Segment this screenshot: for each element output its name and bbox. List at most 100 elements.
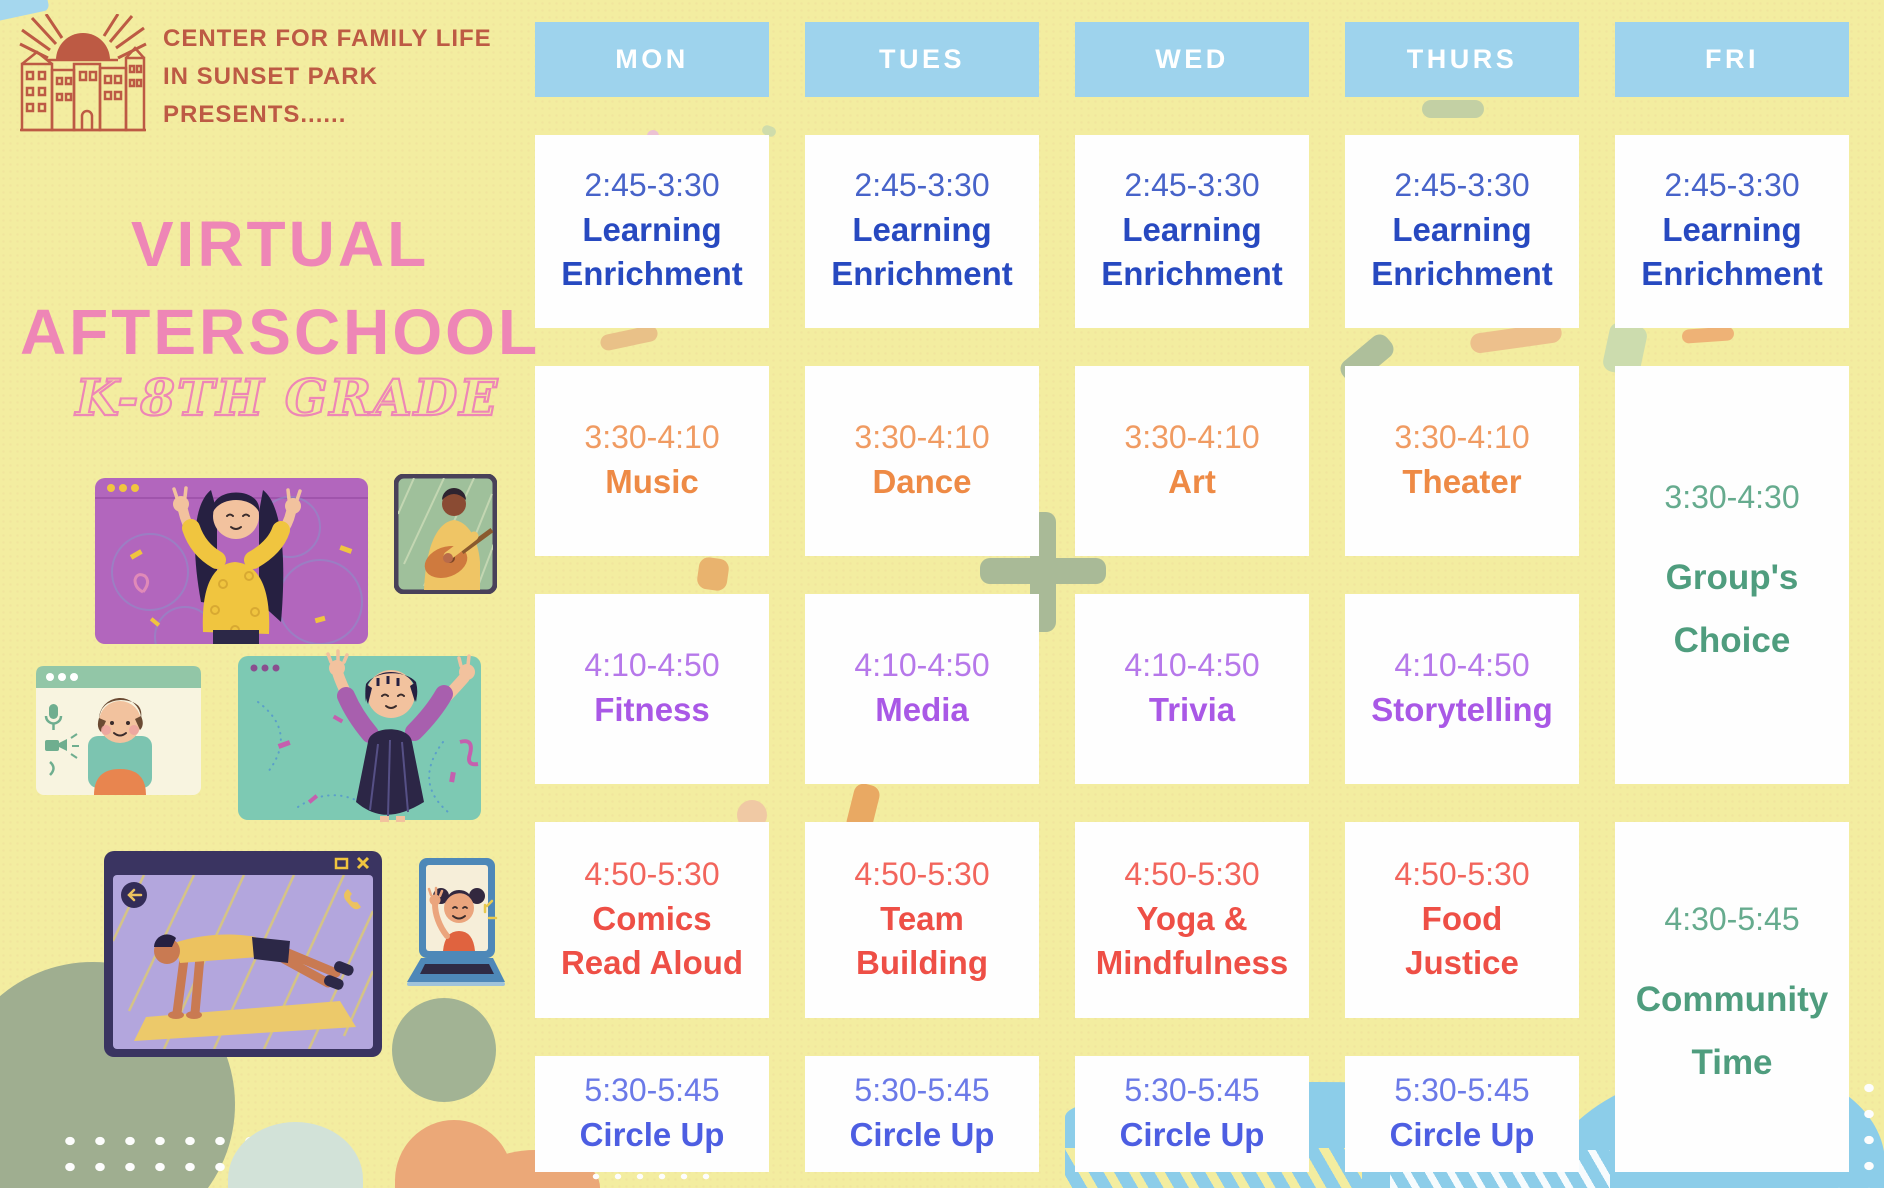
slot-time: 3:30-4:10 bbox=[1124, 418, 1260, 455]
slot-time: 3:30-4:10 bbox=[1394, 418, 1530, 455]
slot-time: 5:30-5:45 bbox=[584, 1071, 720, 1108]
slot-activity: Circle Up bbox=[1119, 1115, 1265, 1153]
confetti-shape bbox=[1422, 100, 1484, 118]
schedule-cell-thurs-storytelling: 4:10-4:50 Storytelling bbox=[1345, 594, 1579, 784]
schedule-cell-mon-fitness: 4:10-4:50 Fitness bbox=[535, 594, 769, 784]
sun-icon bbox=[56, 33, 110, 60]
slot-activity: Dance bbox=[872, 462, 972, 500]
confetti-shape bbox=[980, 558, 1106, 584]
slot-time: 3:30-4:30 bbox=[1664, 478, 1800, 515]
slot-activity: Music bbox=[605, 462, 699, 500]
schedule-cell-wed-circle-up: 5:30-5:45 Circle Up bbox=[1075, 1056, 1309, 1172]
slot-time: 2:45-3:30 bbox=[584, 167, 720, 204]
slot-activity: Group's Choice bbox=[1665, 557, 1799, 660]
mint-blob bbox=[228, 1122, 363, 1188]
slot-time: 4:10-4:50 bbox=[584, 646, 720, 683]
camera-icon bbox=[45, 733, 79, 759]
slot-activity: Theater bbox=[1402, 462, 1522, 500]
schedule-cell-thurs-circle-up: 5:30-5:45 Circle Up bbox=[1345, 1056, 1579, 1172]
slot-time: 2:45-3:30 bbox=[854, 167, 990, 204]
slot-time: 4:50-5:30 bbox=[1394, 855, 1530, 892]
schedule-cell-thurs-theater: 3:30-4:10 Theater bbox=[1345, 366, 1579, 556]
slot-time: 3:30-4:10 bbox=[854, 418, 990, 455]
day-header-tues: TUES bbox=[805, 22, 1039, 97]
slot-activity: Learning Enrichment bbox=[1371, 211, 1553, 292]
schedule-cell-fri-groups-choice: 3:30-4:30 Group's Choice bbox=[1615, 366, 1849, 784]
slot-activity: Storytelling bbox=[1371, 690, 1553, 728]
slot-time: 5:30-5:45 bbox=[1124, 1071, 1260, 1108]
slot-activity: Learning Enrichment bbox=[831, 211, 1013, 292]
sage-circle-small bbox=[392, 998, 496, 1102]
slot-activity: Learning Enrichment bbox=[561, 211, 743, 292]
waving-girl-laptop bbox=[407, 858, 505, 986]
young-boy-video-window bbox=[36, 666, 201, 795]
schedule-cell-tues-circle-up: 5:30-5:45 Circle Up bbox=[805, 1056, 1039, 1172]
slot-time: 4:30-5:45 bbox=[1664, 900, 1800, 937]
presenter-text: CENTER FOR FAMILY LIFE IN SUNSET PARK PR… bbox=[163, 20, 523, 134]
slot-activity: Circle Up bbox=[849, 1115, 995, 1153]
schedule-cell-mon-music: 3:30-4:10 Music bbox=[535, 366, 769, 556]
close-icon bbox=[356, 856, 370, 870]
buildings-icon bbox=[20, 46, 146, 132]
slot-time: 5:30-5:45 bbox=[1394, 1071, 1530, 1108]
slot-activity: Learning Enrichment bbox=[1101, 211, 1283, 292]
schedule-cell-tues-learning-enrichment: 2:45-3:30 Learning Enrichment bbox=[805, 135, 1039, 328]
window-dots-icon bbox=[46, 673, 78, 681]
slot-activity: Fitness bbox=[594, 690, 710, 728]
slot-time: 3:30-4:10 bbox=[584, 418, 720, 455]
schedule-cell-thurs-learning-enrichment: 2:45-3:30 Learning Enrichment bbox=[1345, 135, 1579, 328]
squiggle-icon bbox=[49, 761, 55, 776]
weekly-schedule-grid: MON TUES WED THURS FRI 2:45-3:30 Learnin… bbox=[535, 22, 1849, 1172]
slot-time: 5:30-5:45 bbox=[854, 1071, 990, 1108]
schedule-cell-wed-yoga-mindfulness: 4:50-5:30 Yoga & Mindfulness bbox=[1075, 822, 1309, 1018]
minimize-icon bbox=[334, 857, 349, 870]
schedule-cell-wed-art: 3:30-4:10 Art bbox=[1075, 366, 1309, 556]
title-line-2: AFTERSCHOOL bbox=[19, 296, 541, 368]
center-for-family-life-logo bbox=[19, 14, 147, 132]
slot-activity: Team Building bbox=[856, 899, 988, 981]
slot-activity: Trivia bbox=[1148, 690, 1236, 728]
slot-activity: Media bbox=[875, 690, 969, 728]
slot-activity: Learning Enrichment bbox=[1641, 211, 1823, 292]
day-header-thurs: THURS bbox=[1345, 22, 1579, 97]
mic-icon bbox=[44, 704, 63, 730]
guitar-player-window bbox=[394, 474, 497, 594]
schedule-cell-tues-media: 4:10-4:50 Media bbox=[805, 594, 1039, 784]
schedule-cell-wed-learning-enrichment: 2:45-3:30 Learning Enrichment bbox=[1075, 135, 1309, 328]
schedule-cell-fri-learning-enrichment: 2:45-3:30 Learning Enrichment bbox=[1615, 135, 1849, 328]
slot-time: 4:50-5:30 bbox=[854, 855, 990, 892]
day-header-wed: WED bbox=[1075, 22, 1309, 97]
white-dots-pattern bbox=[55, 1128, 285, 1186]
day-header-fri: FRI bbox=[1615, 22, 1849, 97]
slot-time: 4:50-5:30 bbox=[1124, 855, 1260, 892]
slot-activity: Yoga & Mindfulness bbox=[1095, 899, 1289, 981]
window-dots-icon bbox=[250, 664, 280, 672]
slot-activity: Community Time bbox=[1635, 979, 1829, 1082]
slot-time: 4:10-4:50 bbox=[1394, 646, 1530, 683]
dancing-girl-purple-window bbox=[95, 478, 368, 644]
slot-time: 4:50-5:30 bbox=[584, 855, 720, 892]
slot-activity: Comics Read Aloud bbox=[560, 899, 744, 981]
slot-time: 2:45-3:30 bbox=[1664, 167, 1800, 204]
schedule-cell-mon-comics-read-aloud: 4:50-5:30 Comics Read Aloud bbox=[535, 822, 769, 1018]
window-dots-icon bbox=[107, 484, 139, 492]
schedule-cell-wed-trivia: 4:10-4:50 Trivia bbox=[1075, 594, 1309, 784]
day-header-mon: MON bbox=[535, 22, 769, 97]
slot-time: 2:45-3:30 bbox=[1394, 167, 1530, 204]
schedule-cell-fri-community-time: 4:30-5:45 Community Time bbox=[1615, 822, 1849, 1172]
plank-exercise-window bbox=[104, 851, 382, 1057]
slot-activity: Circle Up bbox=[1389, 1115, 1535, 1153]
slot-activity: Art bbox=[1168, 462, 1216, 500]
schedule-cell-mon-circle-up: 5:30-5:45 Circle Up bbox=[535, 1056, 769, 1172]
orange-blob bbox=[395, 1120, 513, 1188]
org-line: CENTER FOR FAMILY LIFE bbox=[163, 25, 492, 52]
title-line-1: VIRTUAL bbox=[130, 208, 430, 280]
schedule-cell-tues-dance: 3:30-4:10 Dance bbox=[805, 366, 1039, 556]
dancing-girl-teal-window bbox=[238, 649, 481, 822]
slot-time: 4:10-4:50 bbox=[1124, 646, 1260, 683]
phone-icon bbox=[344, 889, 361, 910]
schedule-cell-thurs-food-justice: 4:50-5:30 Food Justice bbox=[1345, 822, 1579, 1018]
schedule-cell-mon-learning-enrichment: 2:45-3:30 Learning Enrichment bbox=[535, 135, 769, 328]
slot-time: 2:45-3:30 bbox=[1124, 167, 1260, 204]
